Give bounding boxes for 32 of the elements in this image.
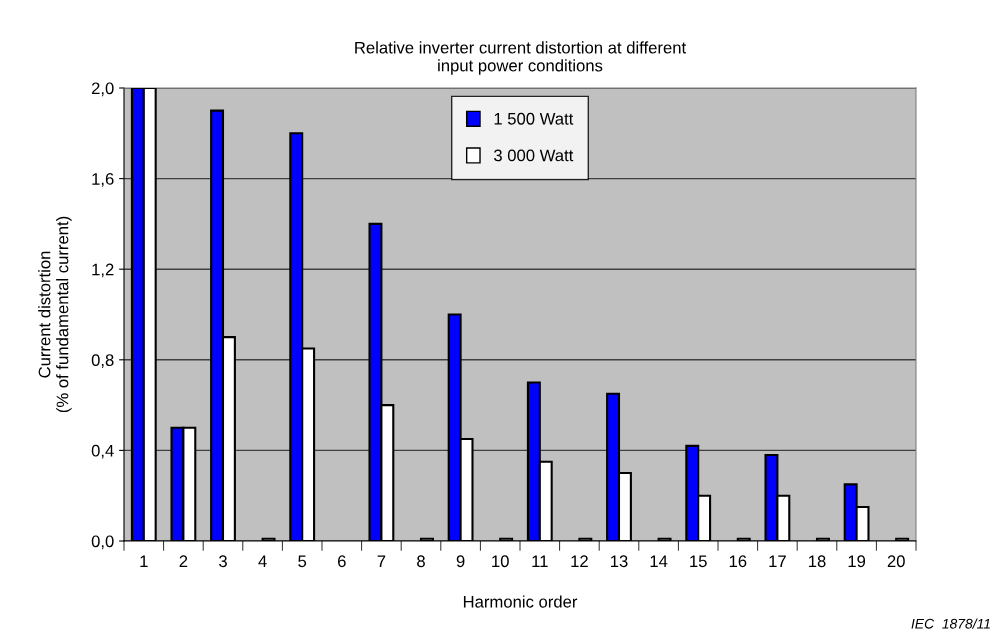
x-tick-label: 11 xyxy=(532,555,548,567)
chart-title: Relative inverter current distortion at different input power conditions xyxy=(355,41,687,75)
y-axis-title: Current distortion (% of fundamental current) xyxy=(38,216,72,413)
x-tick-label: 14 xyxy=(650,555,668,567)
y-tick-label: 0,0 xyxy=(91,535,114,550)
x-tick-label: 2 xyxy=(179,555,188,567)
x-tick-label: 13 xyxy=(611,555,628,568)
x-tick-label: 15 xyxy=(690,555,707,568)
x-tick-label: 3 xyxy=(219,555,227,568)
x-tick-label: 17 xyxy=(769,555,786,567)
legend-label: 1 500 Watt xyxy=(494,112,574,125)
legend-label: 3 000 Watt xyxy=(493,149,574,162)
x-tick-label: 1 xyxy=(140,555,148,567)
x-tick-label: 19 xyxy=(848,555,866,568)
y-tick-label: 1,2 xyxy=(92,263,114,278)
x-tick-label: 4 xyxy=(258,555,267,567)
x-tick-label: 7 xyxy=(377,555,386,567)
text: IEC 1878/11 xyxy=(911,618,990,629)
x-tick-label: 6 xyxy=(338,555,346,568)
x-tick-label: 5 xyxy=(298,555,307,568)
y-tick-label: 2,0 xyxy=(91,82,114,97)
y-tick-label: 1,6 xyxy=(92,173,114,187)
x-tick-label: 10 xyxy=(492,555,509,568)
x-tick-label: 18 xyxy=(809,555,826,568)
x-tick-label: 12 xyxy=(571,555,588,567)
x-tick-label: 8 xyxy=(417,555,425,568)
y-tick-label: 0,8 xyxy=(91,354,114,368)
x-axis-title: Harmonic order xyxy=(463,595,578,608)
x-tick-label: 9 xyxy=(456,555,465,568)
x-tick-label: 16 xyxy=(729,555,747,568)
x-tick-label: 20 xyxy=(887,555,905,568)
y-tick-label: 0,4 xyxy=(91,444,114,459)
